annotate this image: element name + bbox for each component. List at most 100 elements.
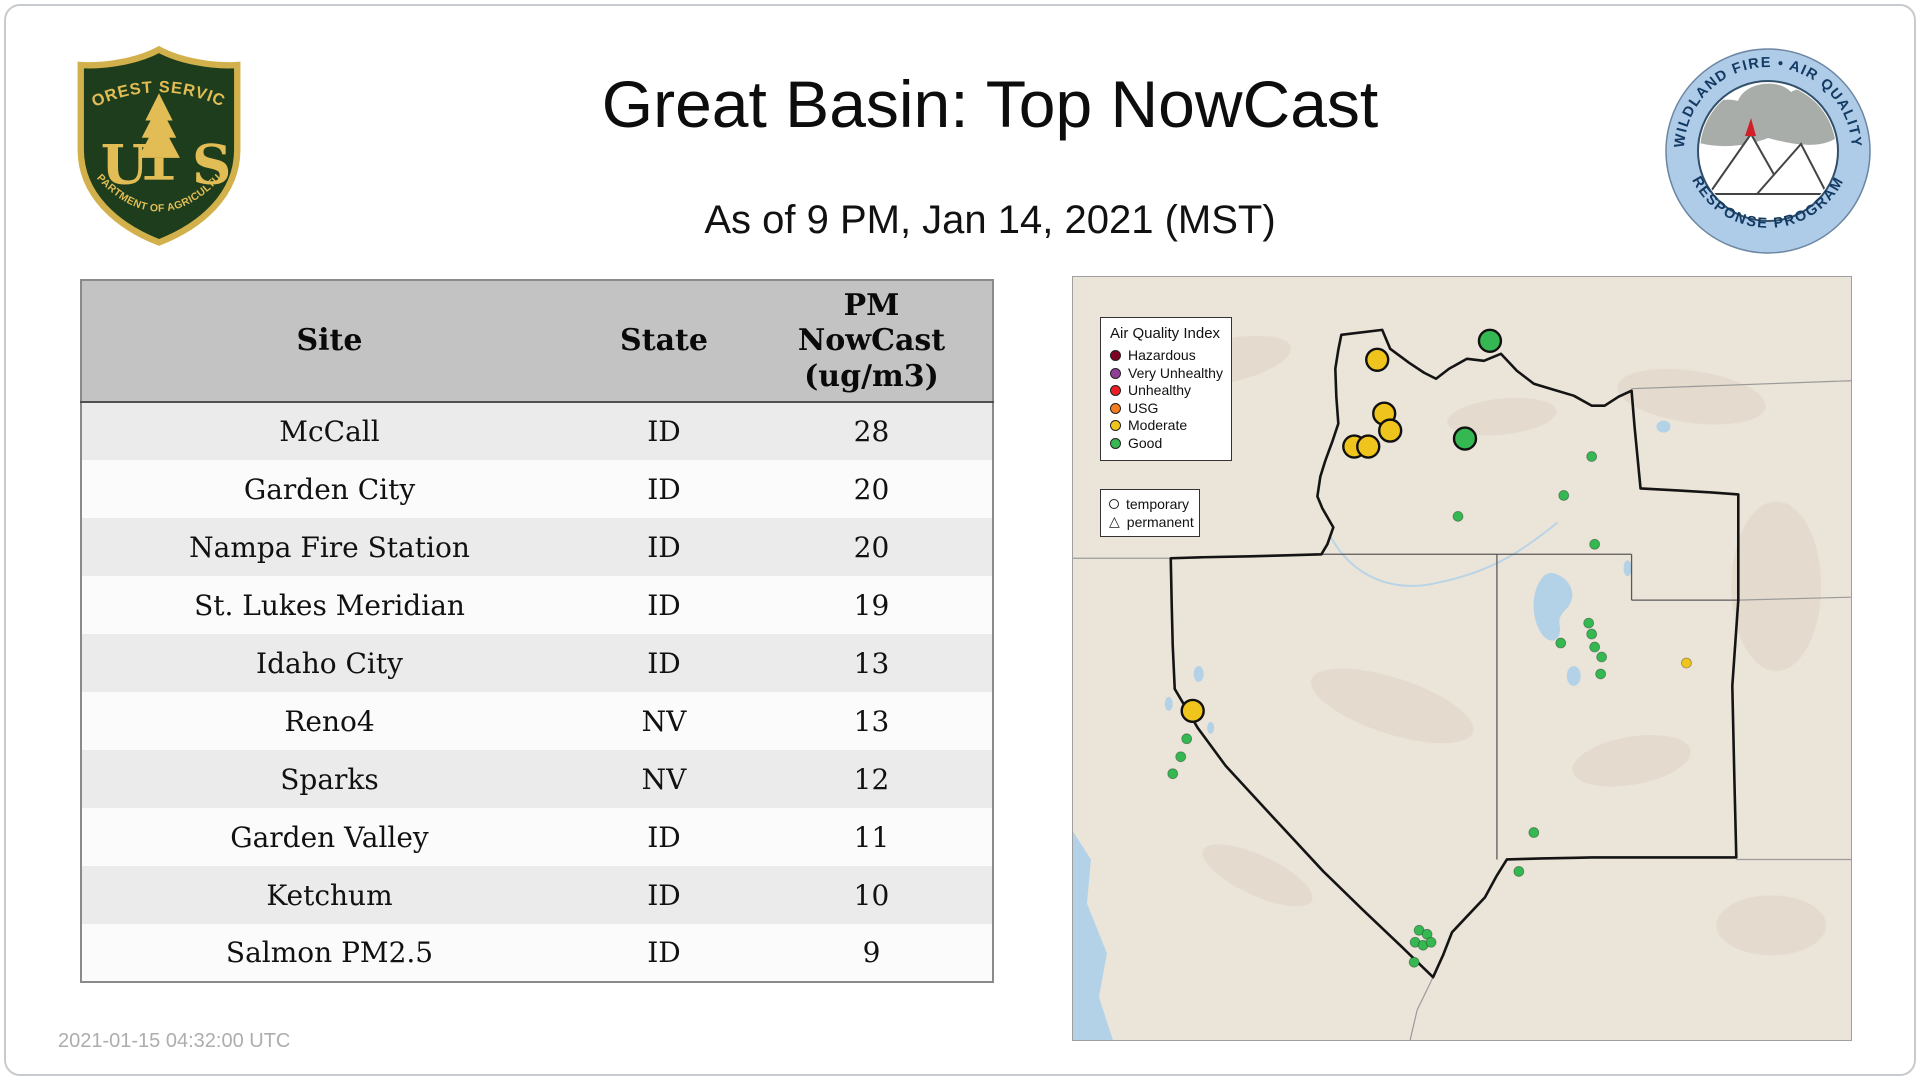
monitor-point-moderate <box>1356 434 1381 459</box>
monitor-point-moderate <box>1365 347 1390 372</box>
site-cell: Ketchum <box>266 878 393 912</box>
generation-timestamp: 2021-01-15 04:32:00 UTC <box>58 1030 291 1052</box>
monitor-point-good <box>1167 768 1179 780</box>
state-cell: ID <box>647 472 681 506</box>
table-row: McCall ID 28 <box>81 402 993 460</box>
usfs-monogram: US <box>101 132 250 196</box>
table-row: Sparks NV 12 <box>81 750 993 808</box>
aqi-legend-item: Hazardous <box>1110 347 1223 365</box>
table-row: Nampa Fire Station ID 20 <box>81 518 993 576</box>
value-cell: 10 <box>853 878 890 912</box>
table-row: St. Lukes Meridian ID 19 <box>81 576 993 634</box>
state-borders-inside <box>1321 553 1739 860</box>
site-cell: Garden City <box>243 472 416 506</box>
monitor-point-good <box>1528 827 1540 838</box>
permanent-marker-icon: △ <box>1109 514 1120 530</box>
monitor-point-good <box>1425 936 1437 948</box>
monitor-point-good <box>1589 641 1601 653</box>
aqi-legend-title: Air Quality Index <box>1110 325 1221 342</box>
site-cell: Idaho City <box>256 646 403 680</box>
aqi-swatch-4 <box>1110 420 1121 432</box>
state-cell: NV <box>641 762 687 796</box>
value-cell: 9 <box>862 936 881 969</box>
col-header-pm: PM NowCast (ug/m3) <box>751 280 993 402</box>
monitor-point-moderate <box>1681 657 1692 669</box>
site-cell: Reno4 <box>284 704 375 738</box>
table-row: Salmon PM2.5 ID 9 <box>81 924 993 982</box>
aqi-legend-item: Moderate <box>1110 417 1223 435</box>
monitor-point-good <box>1452 510 1464 522</box>
table-row: Garden City ID 20 <box>81 460 993 518</box>
aqi-legend-item: Good <box>1110 435 1223 453</box>
great-basin-boundary <box>1169 328 1740 979</box>
aqi-swatch-3 <box>1110 402 1121 414</box>
monitor-point-good <box>1589 538 1601 550</box>
aqi-swatch-1 <box>1110 367 1121 379</box>
col-header-state: State <box>577 280 751 402</box>
site-cell: St. Lukes Meridian <box>194 588 465 622</box>
aqi-legend: Air Quality Index Hazardous Very Unhealt… <box>1100 317 1232 461</box>
value-cell: 28 <box>853 415 890 448</box>
site-cell: Nampa Fire Station <box>189 530 470 564</box>
aqi-swatch-0 <box>1110 350 1121 362</box>
state-cell: ID <box>647 936 681 969</box>
table-header-row: Site State PM NowCast (ug/m3) <box>81 280 993 402</box>
monitor-point-good <box>1181 733 1193 745</box>
aqi-swatch-5 <box>1110 437 1121 449</box>
legend-item-temporary: temporary <box>1109 495 1191 513</box>
aqi-legend-item: Unhealthy <box>1110 382 1223 400</box>
monitor-point-good <box>1452 426 1478 451</box>
table-row: Idaho City ID 13 <box>81 634 993 692</box>
table-row: Ketchum ID 10 <box>81 866 993 924</box>
state-borders-outside <box>1073 380 1851 1040</box>
wfaqrp-logo: WILDLAND FIRE • AIR QUALITY RESPONSE PRO… <box>1663 46 1873 256</box>
monitor-point-moderate <box>1378 418 1403 443</box>
monitor-point-good <box>1586 451 1598 462</box>
table-row: Garden Valley ID 11 <box>81 808 993 866</box>
monitor-points <box>1167 328 1692 968</box>
aqi-swatch-2 <box>1110 385 1121 397</box>
wfaqrp-badge-icon: WILDLAND FIRE • AIR QUALITY RESPONSE PRO… <box>1665 48 1871 254</box>
aqi-legend-item: Very Unhealthy <box>1110 365 1223 383</box>
state-cell: ID <box>647 878 681 912</box>
table-row: Reno4 NV 13 <box>81 692 993 750</box>
col-header-site: Site <box>81 280 577 402</box>
site-cell: Garden Valley <box>230 820 429 854</box>
state-cell: ID <box>647 530 681 564</box>
state-cell: ID <box>647 820 681 854</box>
state-cell: ID <box>647 588 681 622</box>
aqi-legend-item: USG <box>1110 400 1223 418</box>
river <box>1329 521 1559 587</box>
marker-type-legend: temporary △ permanent <box>1100 489 1200 537</box>
usfs-shield-icon: FOREST SERVICE US DEPARTMENT OF AGRICULT… <box>62 28 250 246</box>
monitor-point-good <box>1558 490 1570 501</box>
value-cell: 13 <box>853 646 890 680</box>
value-cell: 20 <box>853 530 890 564</box>
ocean <box>1073 831 1113 1040</box>
monitor-point-good <box>1408 956 1420 968</box>
monitor-point-good <box>1477 328 1503 354</box>
site-cell: Salmon PM2.5 <box>225 936 434 969</box>
monitor-point-good <box>1175 751 1187 763</box>
value-cell: 20 <box>853 472 890 506</box>
monitor-point-moderate <box>1180 698 1205 724</box>
aqi-map: Air Quality Index Hazardous Very Unhealt… <box>1072 276 1852 1041</box>
legend-item-permanent: △ permanent <box>1109 514 1194 530</box>
value-cell: 19 <box>853 588 890 622</box>
monitor-point-good <box>1513 866 1525 877</box>
nowcast-table: Site State PM NowCast (ug/m3) McCall ID 28… <box>80 279 994 983</box>
page-title: Great Basin: Top NowCast <box>601 67 1379 141</box>
monitor-point-good <box>1595 668 1607 680</box>
value-cell: 13 <box>853 704 890 738</box>
flame-icon <box>1745 118 1756 136</box>
monitor-point-good <box>1586 628 1598 640</box>
page-subtitle: As of 9 PM, Jan 14, 2021 (MST) <box>704 198 1276 242</box>
site-cell: McCall <box>279 415 380 448</box>
state-cell: ID <box>647 646 681 680</box>
temporary-marker-icon <box>1109 499 1119 509</box>
monitor-point-good <box>1596 651 1608 663</box>
state-cell: NV <box>641 704 687 738</box>
pine-tree-icon <box>138 93 180 180</box>
monitor-point-good <box>1555 637 1567 649</box>
